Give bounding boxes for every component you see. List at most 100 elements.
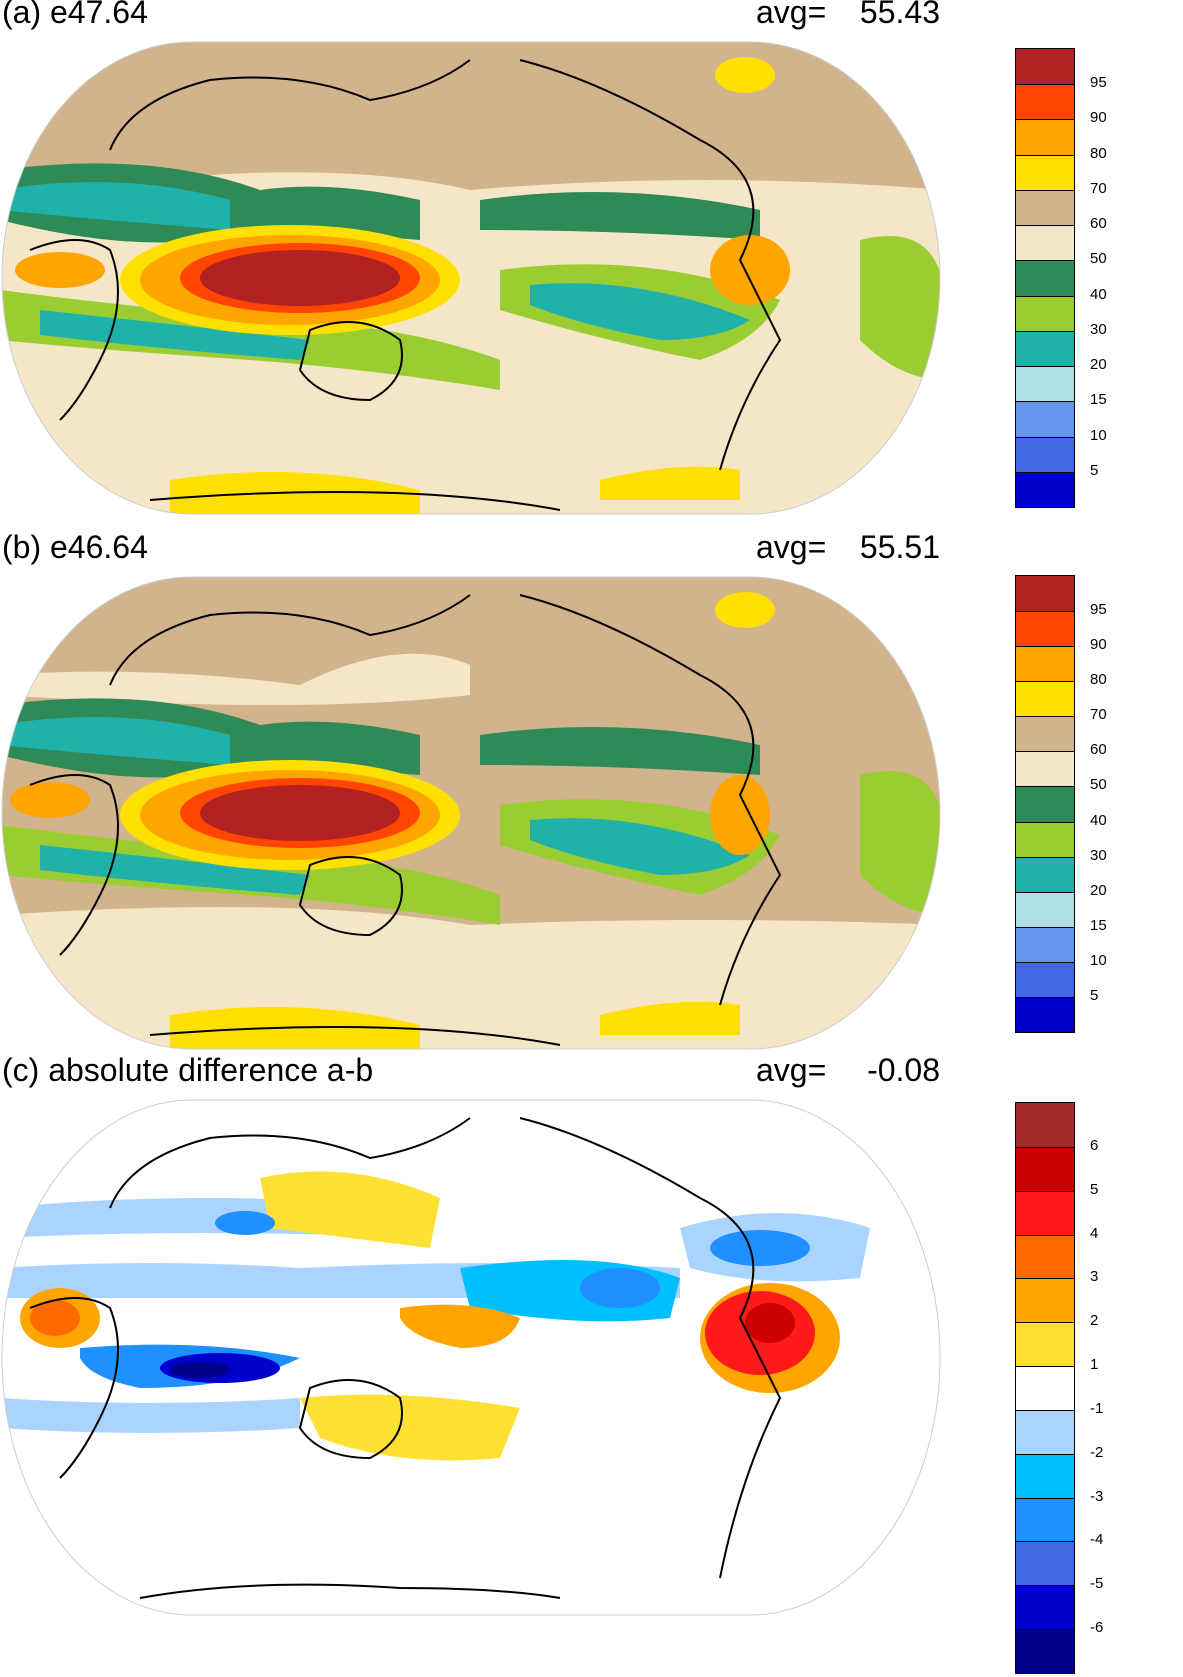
colorbar-cell — [1016, 961, 1074, 998]
colorbar-separator — [1016, 330, 1074, 332]
avg-label: avg= — [756, 529, 827, 565]
colorbar-label: 1 — [1090, 1356, 1099, 1374]
colorbar-separator — [1016, 926, 1074, 928]
colorbar-b — [1015, 575, 1075, 1033]
colorbar-cell — [1016, 260, 1074, 297]
colorbar-cell — [1016, 821, 1074, 858]
colorbar-label: 5 — [1090, 986, 1099, 1004]
colorbar-cell — [1016, 366, 1074, 402]
colorbar-cell — [1016, 1366, 1074, 1411]
colorbar-cell — [1016, 751, 1074, 787]
colorbar-label: 90 — [1090, 109, 1107, 127]
colorbar-cell — [1016, 225, 1074, 261]
avg-label: avg= — [756, 0, 827, 30]
colorbar-separator — [1016, 681, 1074, 683]
colorbar-separator — [1016, 891, 1074, 893]
panel-title: (a) e47.64 — [2, 0, 148, 30]
colorbar-separator — [1016, 154, 1074, 156]
colorbar-cell — [1016, 646, 1074, 682]
colorbar-cell — [1016, 891, 1074, 928]
colorbar-cell — [1016, 996, 1074, 1033]
colorbar-label: -1 — [1090, 1399, 1104, 1417]
colorbar-cell — [1016, 926, 1074, 963]
colorbar-label: -4 — [1090, 1531, 1104, 1549]
colorbar-label: 10 — [1090, 951, 1107, 969]
colorbar-separator — [1016, 1409, 1074, 1411]
colorbar-separator — [1016, 716, 1074, 718]
colorbar-label: 15 — [1090, 391, 1107, 409]
colorbar-cell — [1016, 1103, 1074, 1148]
colorbar-separator — [1016, 1190, 1074, 1192]
colorbar-label: -3 — [1090, 1487, 1104, 1505]
colorbar-separator — [1016, 401, 1074, 403]
colorbar-cell — [1016, 1629, 1074, 1674]
colorbar-separator — [1016, 260, 1074, 262]
colorbar-separator — [1016, 1541, 1074, 1543]
avg-value: -0.08 — [867, 1052, 940, 1088]
colorbar-cell — [1016, 1453, 1074, 1499]
colorbar-separator — [1016, 189, 1074, 191]
colorbar-separator — [1016, 471, 1074, 473]
colorbar-cell — [1016, 1541, 1074, 1586]
colorbar-a — [1015, 48, 1075, 508]
colorbar-label: 30 — [1090, 320, 1107, 338]
colorbar-label: 30 — [1090, 846, 1107, 864]
colorbar-separator — [1016, 84, 1074, 86]
colorbar-separator — [1016, 295, 1074, 297]
colorbar-label: 70 — [1090, 179, 1107, 197]
avg-value: 55.43 — [859, 0, 940, 30]
colorbar-label: 20 — [1090, 881, 1107, 899]
colorbar-separator — [1016, 225, 1074, 227]
colorbar-cell — [1016, 154, 1074, 191]
colorbar-separator — [1016, 961, 1074, 963]
colorbar-separator — [1016, 821, 1074, 823]
colorbar-separator — [1016, 1366, 1074, 1368]
colorbar-cell — [1016, 681, 1074, 717]
colorbar-separator — [1016, 1278, 1074, 1280]
avg-value: 55.51 — [859, 529, 940, 565]
colorbar-label: 60 — [1090, 215, 1107, 233]
avg-label: avg= — [756, 1052, 827, 1088]
colorbar-cell — [1016, 611, 1074, 647]
map-c — [1, 1099, 941, 1616]
map-b — [1, 576, 941, 1050]
colorbar-separator — [1016, 1322, 1074, 1324]
panel-title: (c) absolute difference a-b — [2, 1052, 374, 1088]
colorbar-label: 5 — [1090, 461, 1099, 479]
colorbar-cell — [1016, 49, 1074, 85]
colorbar-separator — [1016, 1629, 1074, 1631]
colorbar-cell — [1016, 1278, 1074, 1323]
colorbar-label: 50 — [1090, 776, 1107, 794]
colorbar-label: 10 — [1090, 426, 1107, 444]
colorbar-separator — [1016, 119, 1074, 121]
colorbar-separator — [1016, 366, 1074, 368]
colorbar-label: 15 — [1090, 916, 1107, 934]
colorbar-label: 40 — [1090, 811, 1107, 829]
colorbar-cell — [1016, 330, 1074, 367]
colorbar-separator — [1016, 1497, 1074, 1499]
colorbar-separator — [1016, 436, 1074, 438]
colorbar-cell — [1016, 1585, 1074, 1630]
colorbar-cell — [1016, 84, 1074, 120]
panel-a: (a) e47.64 avg= 55.43 — [0, 0, 1183, 515]
colorbar-separator — [1016, 856, 1074, 858]
panel-title: (b) e46.64 — [2, 529, 148, 565]
colorbar-separator — [1016, 996, 1074, 998]
colorbar-cell — [1016, 1234, 1074, 1279]
colorbar-label: 60 — [1090, 741, 1107, 759]
colorbar-separator — [1016, 751, 1074, 753]
colorbar-cell — [1016, 716, 1074, 752]
colorbar-label: 40 — [1090, 285, 1107, 303]
panel-b: (b) e46.64 avg= 55.51 — [0, 529, 1183, 1050]
colorbar-cell — [1016, 1409, 1074, 1455]
colorbar-label: -5 — [1090, 1575, 1104, 1593]
colorbar-separator — [1016, 786, 1074, 788]
colorbar-label: 20 — [1090, 356, 1107, 374]
colorbar-cell — [1016, 295, 1074, 332]
colorbar-cell — [1016, 1190, 1074, 1236]
panel-c: (c) absolute difference a-b avg= -0.08 — [0, 1052, 1183, 1677]
colorbar-label: -6 — [1090, 1619, 1104, 1637]
colorbar-cell — [1016, 786, 1074, 823]
colorbar-cell — [1016, 576, 1074, 612]
colorbar-label: 95 — [1090, 74, 1107, 92]
